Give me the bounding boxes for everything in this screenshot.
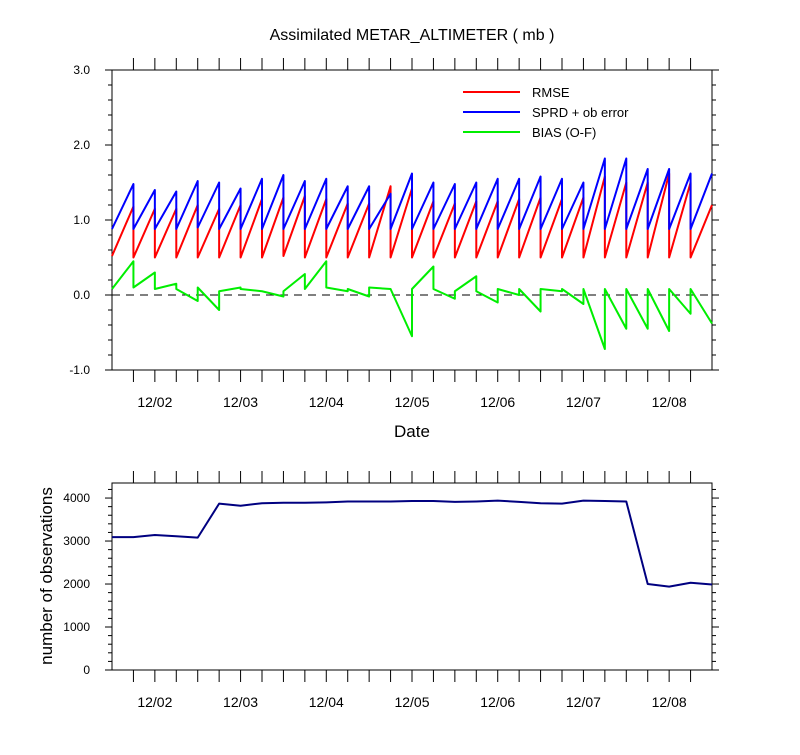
x-tick-label: 12/04 xyxy=(309,694,344,710)
top-chart: Assimilated METAR_ALTIMETER ( mb ) 3.0 2.… xyxy=(69,27,719,441)
series-group xyxy=(112,499,713,588)
y-axis-label: number of observations xyxy=(37,487,56,665)
y-tick-label: -1.0 xyxy=(69,363,90,377)
y-tick-label: 4000 xyxy=(63,491,90,505)
x-tick-label: 12/06 xyxy=(480,694,515,710)
x-tick-label: 12/07 xyxy=(566,394,601,410)
y-tick-label: 2000 xyxy=(63,577,90,591)
x-tick-label: 12/02 xyxy=(137,694,172,710)
y-tick-label: 3.0 xyxy=(73,63,90,77)
x-tick-label: 12/03 xyxy=(223,394,258,410)
legend: RMSE SPRD + ob error BIAS (O-F) xyxy=(463,85,629,140)
plot-frame xyxy=(111,482,713,671)
x-tick-label: 12/04 xyxy=(309,394,344,410)
x-tick-label: 12/07 xyxy=(566,694,601,710)
y-tick-label: 3000 xyxy=(63,534,90,548)
x-ticks: 12/02 12/03 12/04 12/05 12/06 12/07 12/08 xyxy=(132,58,692,410)
x-tick-label: 12/02 xyxy=(137,394,172,410)
series-group xyxy=(111,157,713,350)
x-tick-label: 12/08 xyxy=(652,694,687,710)
series-line-0 xyxy=(112,499,713,588)
y-ticks: 4000 3000 2000 1000 0 xyxy=(63,488,719,677)
x-tick-label: 12/05 xyxy=(394,694,429,710)
x-tick-label: 12/08 xyxy=(652,394,687,410)
series-line-1 xyxy=(111,157,713,230)
chart-title: Assimilated METAR_ALTIMETER ( mb ) xyxy=(270,27,555,44)
x-tick-label: 12/05 xyxy=(394,394,429,410)
legend-label: BIAS (O-F) xyxy=(532,125,596,140)
x-axis-label: Date xyxy=(394,422,430,441)
legend-label: RMSE xyxy=(532,85,570,100)
x-tick-label: 12/06 xyxy=(480,394,515,410)
y-tick-label: 1.0 xyxy=(73,213,90,227)
legend-label: SPRD + ob error xyxy=(532,105,629,120)
y-tick-label: 1000 xyxy=(63,620,90,634)
y-tick-label: 2.0 xyxy=(73,138,90,152)
y-tick-label: 0.0 xyxy=(73,288,90,302)
series-line-2 xyxy=(111,260,713,350)
x-ticks: 12/02 12/03 12/04 12/05 12/06 12/07 12/08 xyxy=(132,471,692,710)
y-ticks: 3.0 2.0 1.0 0.0 -1.0 xyxy=(69,63,719,377)
y-tick-label: 0 xyxy=(83,663,90,677)
x-tick-label: 12/03 xyxy=(223,694,258,710)
